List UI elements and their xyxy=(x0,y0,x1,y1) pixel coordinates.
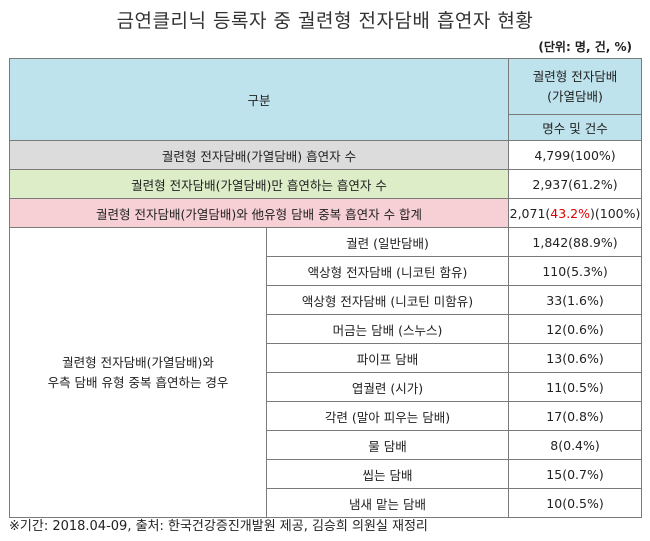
summary-value-dual-prefix: 2,071( xyxy=(509,205,551,221)
detail-type: 씹는 담배 xyxy=(265,459,510,489)
summary-value-dual-highlight: 43.2% xyxy=(550,205,591,221)
header-column-title-line1: 궐련형 전자담배 xyxy=(532,68,618,84)
summary-value-total: 4,799(100%) xyxy=(508,140,643,170)
detail-value: 15(0.7%) xyxy=(508,459,643,489)
page-title: 금연클리닉 등록자 중 궐련형 전자담배 흡연자 현황 xyxy=(116,10,534,32)
detail-type: 엽궐련 (시가) xyxy=(265,372,510,402)
detail-type: 파이프 담배 xyxy=(265,343,510,373)
detail-type: 궐련 (일반담배) xyxy=(265,227,510,257)
detail-value: 11(0.5%) xyxy=(508,372,643,402)
source-footnote: ※기간: 2018.04-09, 출처: 한국건강증진개발원 제공, 김승희 의… xyxy=(9,519,428,534)
detail-value: 13(0.6%) xyxy=(508,343,643,373)
summary-label-only: 궐련형 전자담배(가열담배)만 흡연하는 흡연자 수 xyxy=(8,169,510,199)
summary-value-only: 2,937(61.2%) xyxy=(508,169,643,199)
header-column-title-line2: (가열담배) xyxy=(547,88,603,104)
summary-value-dual: 2,071(43.2%)(100%) xyxy=(508,198,643,228)
detail-value: 12(0.6%) xyxy=(508,314,643,344)
header-category: 구분 xyxy=(8,58,510,141)
detail-value: 110(5.3%) xyxy=(508,256,643,286)
detail-value: 1,842(88.9%) xyxy=(508,227,643,257)
detail-type: 냄새 맡는 담배 xyxy=(265,488,510,518)
group-label-line2: 우측 담배 유형 중복 흡연하는 경우 xyxy=(47,374,229,390)
detail-value: 8(0.4%) xyxy=(508,430,643,460)
summary-value-dual-suffix: )(100%) xyxy=(590,205,641,221)
detail-type: 액상형 전자담배 (니코틴 미함유) xyxy=(265,285,510,315)
header-column-title: 궐련형 전자담배 (가열담배) xyxy=(508,58,643,115)
detail-type: 물 담배 xyxy=(265,430,510,460)
detail-value: 17(0.8%) xyxy=(508,401,643,431)
detail-value: 10(0.5%) xyxy=(508,488,643,518)
detail-type: 액상형 전자담배 (니코틴 함유) xyxy=(265,256,510,286)
unit-label: (단위: 명, 건, %) xyxy=(538,40,632,54)
group-label-line1: 궐련형 전자담배(가열담배)와 xyxy=(62,354,214,370)
detail-type: 머금는 담배 (스누스) xyxy=(265,314,510,344)
detail-value: 33(1.6%) xyxy=(508,285,643,315)
header-column-subtitle: 명수 및 건수 xyxy=(508,114,643,141)
summary-label-dual: 궐련형 전자담배(가열담배)와 他유형 담배 중복 흡연자 수 합계 xyxy=(8,198,510,228)
detail-type: 각련 (말아 피우는 담배) xyxy=(265,401,510,431)
summary-label-total: 궐련형 전자담배(가열담배) 흡연자 수 xyxy=(8,140,510,170)
smoker-status-table: 구분 궐련형 전자담배 (가열담배) 명수 및 건수 궐련형 전자담배(가열담배… xyxy=(8,58,643,518)
group-label: 궐련형 전자담배(가열담배)와 우측 담배 유형 중복 흡연하는 경우 xyxy=(9,227,267,518)
